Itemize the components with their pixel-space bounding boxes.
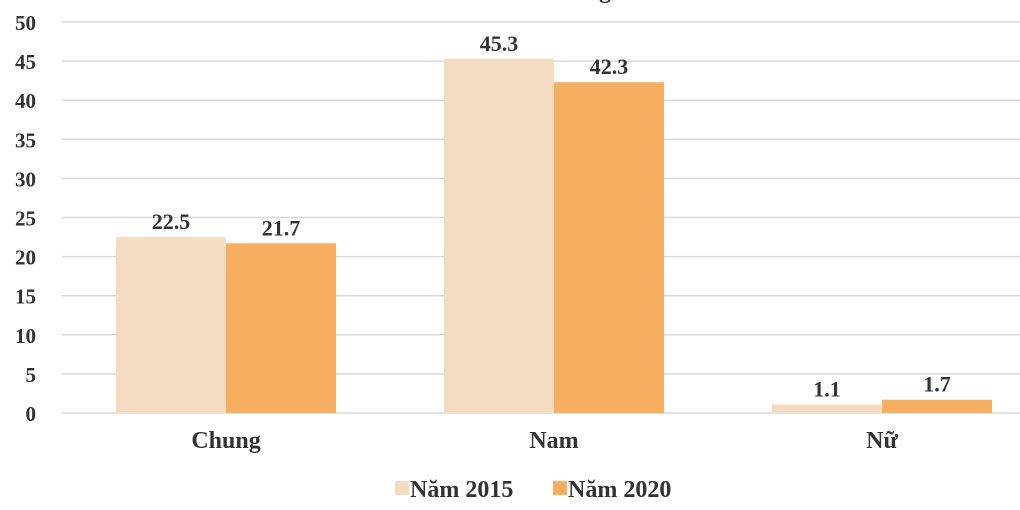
data-label: 1.7 — [923, 372, 951, 397]
y-tick-label: 40 — [15, 89, 36, 113]
y-tick-label: 50 — [15, 11, 36, 35]
data-label: 1.1 — [813, 376, 841, 401]
x-category-label: Nữ — [866, 428, 898, 454]
x-axis-categories: Chung Nam Nữ — [191, 428, 898, 454]
data-label: 45.3 — [480, 31, 519, 56]
x-category-label: Nam — [529, 428, 578, 454]
y-tick-label: 15 — [15, 285, 36, 309]
legend: Năm 2015 Năm 2020 — [395, 477, 671, 503]
bar-nam-2015 — [444, 58, 554, 414]
y-tick-label: 20 — [15, 246, 36, 270]
data-labels: 22.5 21.7 45.3 42.3 1.1 1.7 — [152, 31, 951, 402]
bar-chung-2020 — [226, 243, 336, 413]
legend-swatch-2020 — [553, 481, 567, 495]
bar-nam-2020 — [554, 82, 664, 414]
y-tick-label: 45 — [15, 50, 36, 74]
y-tick-label: 10 — [15, 324, 36, 348]
y-tick-label: 30 — [15, 167, 36, 191]
y-tick-label: 35 — [15, 128, 36, 152]
bar-nữ-2015 — [772, 404, 882, 413]
chart-title: g — [599, 0, 611, 4]
y-tick-label: 0 — [26, 402, 37, 426]
data-label: 42.3 — [590, 54, 629, 79]
legend-swatch-2015 — [395, 481, 409, 495]
x-category-label: Chung — [191, 428, 260, 454]
legend-label-2020: Năm 2020 — [568, 477, 671, 503]
y-axis-ticks: 0 5 10 15 20 25 30 35 40 45 50 — [15, 11, 36, 426]
legend-label-2015: Năm 2015 — [410, 477, 513, 503]
y-tick-label: 25 — [15, 207, 36, 231]
data-label: 22.5 — [152, 209, 191, 234]
y-tick-label: 5 — [26, 363, 37, 387]
bar-chung-2015 — [116, 237, 226, 413]
data-label: 21.7 — [262, 215, 301, 240]
bar-nữ-2020 — [882, 399, 992, 413]
bars — [116, 58, 992, 414]
